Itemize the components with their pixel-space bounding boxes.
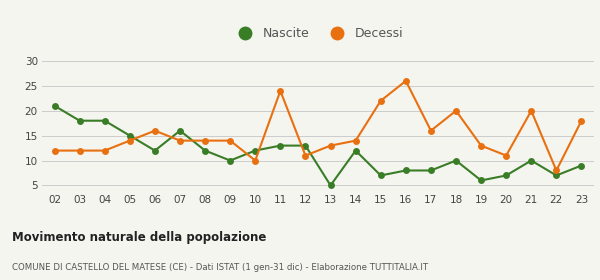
Decessi <box>327 144 334 147</box>
Nascite <box>202 149 209 152</box>
Decessi <box>503 154 510 157</box>
Decessi <box>202 139 209 142</box>
Decessi <box>151 129 158 132</box>
Nascite <box>277 144 284 147</box>
Decessi <box>377 99 385 102</box>
Nascite <box>427 169 434 172</box>
Nascite <box>377 174 385 177</box>
Nascite <box>51 104 58 108</box>
Nascite <box>402 169 409 172</box>
Decessi <box>251 159 259 162</box>
Decessi <box>51 149 58 152</box>
Nascite <box>302 144 309 147</box>
Decessi <box>352 139 359 142</box>
Decessi <box>452 109 460 113</box>
Legend: Nascite, Decessi: Nascite, Decessi <box>228 22 408 45</box>
Decessi <box>277 89 284 92</box>
Nascite <box>553 174 560 177</box>
Nascite <box>352 149 359 152</box>
Decessi <box>527 109 535 113</box>
Line: Nascite: Nascite <box>51 102 585 189</box>
Nascite <box>176 129 184 132</box>
Nascite <box>76 119 83 122</box>
Nascite <box>478 179 485 182</box>
Decessi <box>553 169 560 172</box>
Nascite <box>578 164 585 167</box>
Decessi <box>126 139 133 142</box>
Decessi <box>227 139 234 142</box>
Decessi <box>76 149 83 152</box>
Decessi <box>402 79 409 83</box>
Nascite <box>126 134 133 137</box>
Nascite <box>151 149 158 152</box>
Decessi <box>101 149 109 152</box>
Decessi <box>302 154 309 157</box>
Decessi <box>427 129 434 132</box>
Decessi <box>478 144 485 147</box>
Line: Decessi: Decessi <box>51 77 585 174</box>
Nascite <box>327 184 334 187</box>
Text: Movimento naturale della popolazione: Movimento naturale della popolazione <box>12 231 266 244</box>
Decessi <box>578 119 585 122</box>
Nascite <box>503 174 510 177</box>
Nascite <box>452 159 460 162</box>
Text: COMUNE DI CASTELLO DEL MATESE (CE) - Dati ISTAT (1 gen-31 dic) - Elaborazione TU: COMUNE DI CASTELLO DEL MATESE (CE) - Dat… <box>12 263 428 272</box>
Decessi <box>176 139 184 142</box>
Nascite <box>251 149 259 152</box>
Nascite <box>227 159 234 162</box>
Nascite <box>527 159 535 162</box>
Nascite <box>101 119 109 122</box>
